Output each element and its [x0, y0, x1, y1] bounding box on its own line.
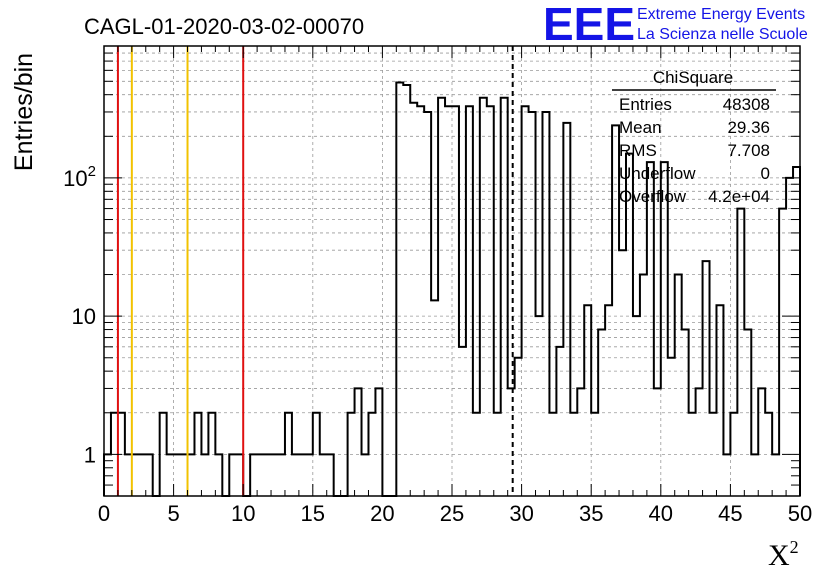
x-tick-label: 10	[231, 501, 255, 526]
y-axis-label: Entries/bin	[10, 53, 38, 171]
logo-line-2: La Scienza nelle Scuole	[637, 26, 808, 43]
stats-label: Mean	[619, 118, 662, 137]
x-tick-label: 50	[788, 501, 812, 526]
stats-label: Entries	[619, 95, 672, 114]
x-tick-label: 35	[579, 501, 603, 526]
x-tick-label: 25	[440, 501, 464, 526]
y-tick-label: 102	[63, 163, 96, 191]
x-axis-ticks: 0 5 10 15 20 25 30 35 40 45 50	[98, 46, 812, 526]
stats-label: RMS	[619, 141, 657, 160]
stats-label: Overflow	[619, 187, 687, 206]
y-tick-label: 1	[84, 442, 96, 467]
x-tick-label: 45	[718, 501, 742, 526]
eee-logo: EEE Extreme Energy Events La Scienza nel…	[543, 0, 808, 50]
stats-value: 0	[761, 164, 770, 183]
stats-label: Underflow	[619, 164, 696, 183]
stats-value: 7.708	[727, 141, 770, 160]
stats-value: 29.36	[727, 118, 770, 137]
x-tick-label: 40	[649, 501, 673, 526]
x-tick-label: 15	[301, 501, 325, 526]
y-axis-ticks: 1 10 102	[63, 52, 800, 486]
histogram-outline	[103, 81, 801, 497]
x-tick-label: 5	[167, 501, 179, 526]
logo-mark: EEE	[543, 0, 635, 50]
x-axis-label: X2	[768, 537, 799, 572]
x-tick-label: 0	[98, 501, 110, 526]
stats-box: ChiSquare Entries 48308 Mean 29.36 RMS 7.708 U…	[612, 68, 776, 206]
marker-lines	[116, 46, 514, 496]
x-tick-label: 20	[370, 501, 394, 526]
logo-line-1: Extreme Energy Events	[637, 6, 805, 23]
stats-value: 48308	[723, 95, 770, 114]
chart-title: CAGL-01-2020-03-02-00070	[84, 14, 364, 39]
histogram-bars	[103, 81, 801, 497]
stats-title: ChiSquare	[653, 68, 733, 87]
x-tick-label: 30	[509, 501, 533, 526]
stats-value: 4.2e+04	[708, 187, 770, 206]
y-tick-label: 10	[72, 304, 96, 329]
